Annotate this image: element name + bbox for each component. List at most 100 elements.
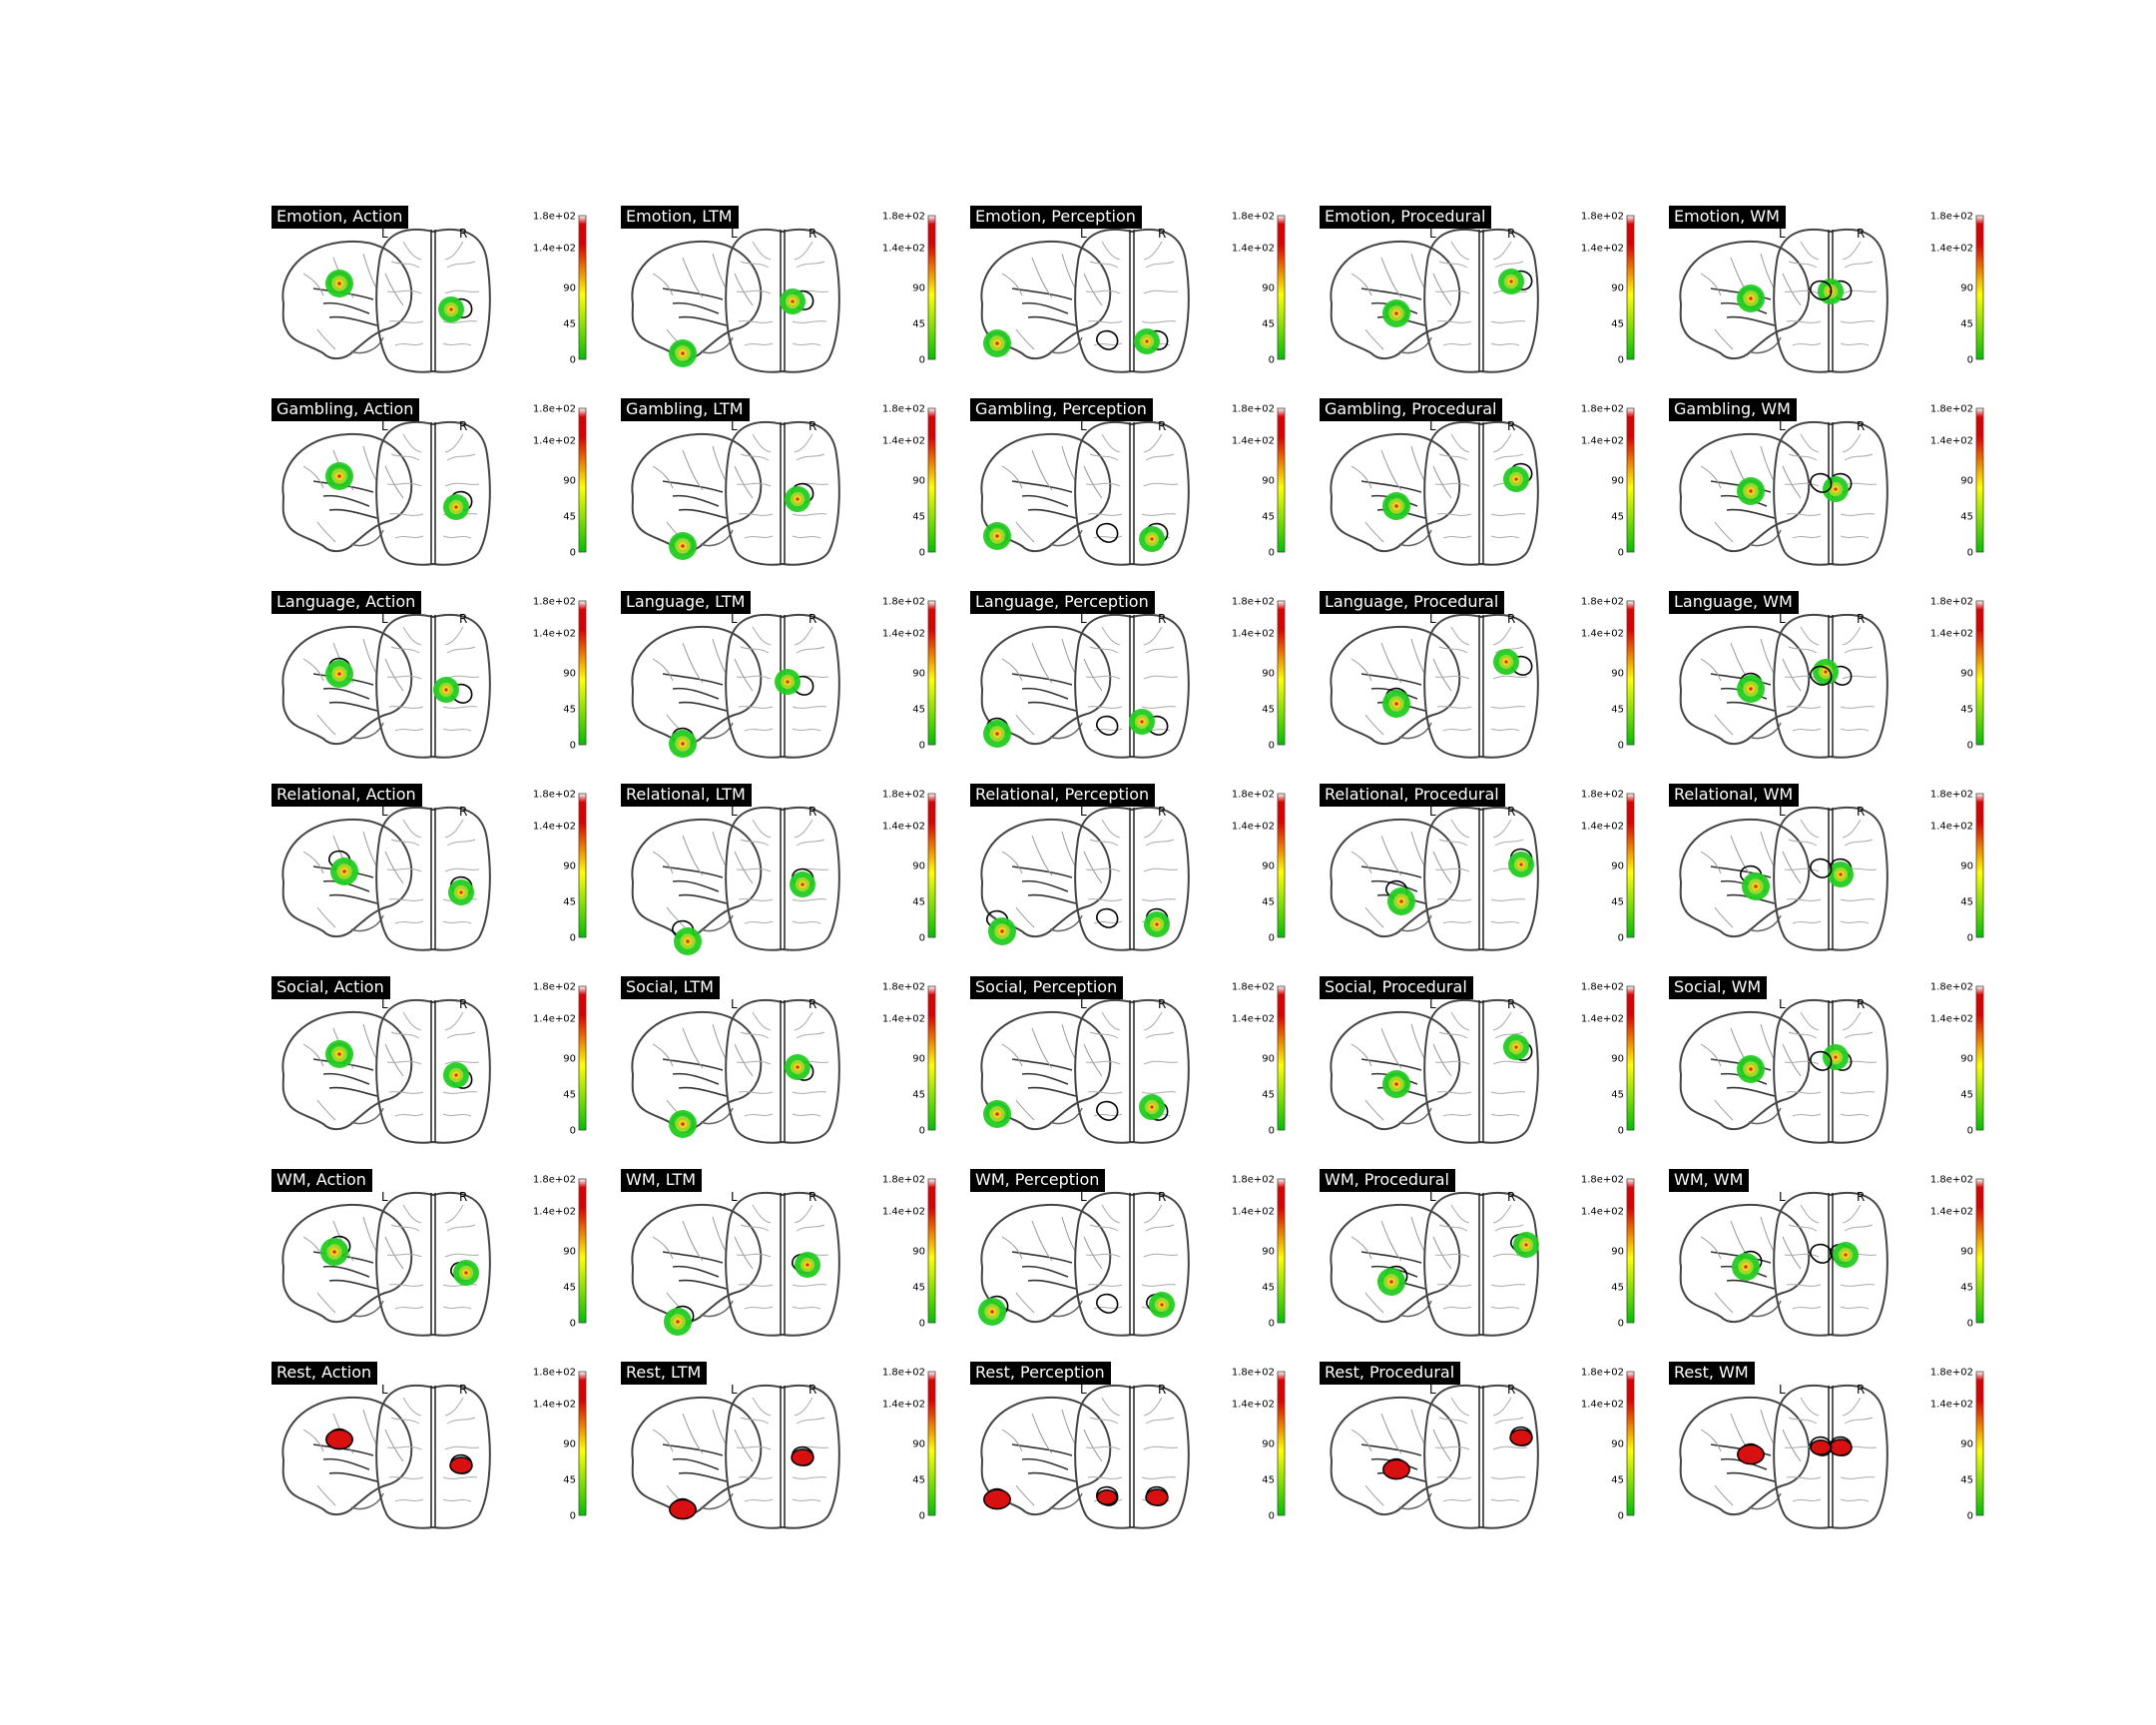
colorbar-tick-label: 1.8e+02 xyxy=(1930,1368,1973,1379)
colorbar-tick-label: 0 xyxy=(570,548,576,559)
colorbar-tick-label: 0 xyxy=(570,1511,576,1522)
colorbar xyxy=(927,1371,936,1516)
colorbar-tick-label: 0 xyxy=(570,1319,576,1330)
colorbar-tick-label: 1.8e+02 xyxy=(882,404,925,415)
colorbar-tick-label: 1.8e+02 xyxy=(1232,982,1275,993)
axial-view xyxy=(375,228,491,373)
panel-title: Rest, WM xyxy=(1669,1362,1755,1385)
sagittal-view xyxy=(281,1396,413,1515)
colorbar-tick-label: 0 xyxy=(919,1319,925,1330)
glass-brain-plot: L R 1.8e+02 1.4e+02 90 45 0 xyxy=(631,1175,936,1337)
colorbar-tick-label: 45 xyxy=(912,1283,925,1294)
brain-panel: L R 1.8e+02 1.4e+02 90 45 0 Social, LTM xyxy=(621,976,950,1144)
colorbar-tick-label: 0 xyxy=(1967,1511,1973,1522)
orientation-left-label: L xyxy=(381,419,388,433)
orientation-right-label: R xyxy=(1857,612,1865,626)
colorbar-tick-label: 1.4e+02 xyxy=(533,1400,576,1411)
orientation-left-label: L xyxy=(1429,227,1436,241)
colorbar-tick-label: 1.4e+02 xyxy=(1232,629,1275,640)
colorbar-tick-label: 45 xyxy=(912,319,925,330)
colorbar-tick-label: 45 xyxy=(912,1475,925,1486)
axial-view xyxy=(1423,1191,1539,1337)
colorbar-tick-label: 90 xyxy=(1611,476,1624,487)
colorbar-tick-label: 1.8e+02 xyxy=(882,597,925,608)
colorbar-tick-label: 0 xyxy=(1967,741,1973,752)
orientation-right-label: R xyxy=(1507,227,1515,241)
colorbar-tick-label: 0 xyxy=(1967,548,1973,559)
brain-panel: L R 1.8e+02 1.4e+02 90 45 0 Social, Perception xyxy=(970,976,1300,1144)
orientation-right-label: R xyxy=(808,805,816,819)
brain-panel: L R 1.8e+02 1.4e+02 90 45 0 Rest, Perception xyxy=(970,1362,1300,1529)
colorbar-tick-label: 1.8e+02 xyxy=(1232,597,1275,608)
colorbar-tick-label: 45 xyxy=(1262,512,1275,523)
panel-title: WM, LTM xyxy=(621,1169,703,1192)
axial-view xyxy=(725,1191,840,1337)
panel-title: Gambling, Perception xyxy=(970,398,1153,421)
colorbar-tick-label: 45 xyxy=(563,1283,576,1294)
colorbar-tick-label: 1.8e+02 xyxy=(1930,597,1973,608)
colorbar-tick-label: 0 xyxy=(1269,355,1275,366)
glass-brain-plot: L R 1.8e+02 1.4e+02 90 45 0 xyxy=(631,982,936,1144)
colorbar-tick-label: 90 xyxy=(1960,284,1973,294)
colorbar-tick-label: 1.8e+02 xyxy=(1232,1175,1275,1186)
colorbar-tick-label: 0 xyxy=(1269,933,1275,944)
orientation-left-label: L xyxy=(1779,1190,1786,1204)
colorbar-tick-label: 90 xyxy=(1262,1439,1275,1450)
glass-brain-plot: L R 1.8e+02 1.4e+02 90 45 0 xyxy=(281,597,587,759)
colorbar xyxy=(578,215,587,360)
axial-view xyxy=(375,998,491,1144)
panel-title: Emotion, LTM xyxy=(621,206,739,229)
colorbar-tick-label: 90 xyxy=(1960,669,1973,680)
orientation-left-label: L xyxy=(1779,805,1786,819)
brain-panel: L R 1.8e+02 1.4e+02 90 45 0 Emotion, LTM xyxy=(621,206,950,373)
orientation-right-label: R xyxy=(1158,227,1166,241)
glass-brain-plot: L R 1.8e+02 1.4e+02 90 45 0 xyxy=(631,597,936,759)
panel-title: Relational, Procedural xyxy=(1320,784,1505,807)
panel-title: Relational, LTM xyxy=(621,784,752,807)
glass-brain-plot: L R 1.8e+02 1.4e+02 90 45 0 xyxy=(281,1368,587,1529)
panel-title: Language, Action xyxy=(271,591,422,614)
colorbar-tick-label: 0 xyxy=(919,1511,925,1522)
orientation-right-label: R xyxy=(1857,419,1865,433)
colorbar xyxy=(1975,215,1984,360)
colorbar-tick-label: 1.4e+02 xyxy=(882,1400,925,1411)
axial-view xyxy=(725,420,840,566)
colorbar-tick-label: 90 xyxy=(563,284,576,294)
orientation-left-label: L xyxy=(381,805,388,819)
panel-title: Social, LTM xyxy=(621,976,720,999)
colorbar xyxy=(1626,407,1635,553)
colorbar xyxy=(927,793,936,938)
colorbar-tick-label: 1.8e+02 xyxy=(882,1368,925,1379)
colorbar-tick-label: 1.4e+02 xyxy=(533,629,576,640)
orientation-left-label: L xyxy=(1080,612,1087,626)
orientation-right-label: R xyxy=(1158,997,1166,1011)
colorbar xyxy=(1975,407,1984,553)
colorbar xyxy=(1277,600,1286,746)
orientation-right-label: R xyxy=(808,997,816,1011)
orientation-right-label: R xyxy=(1857,227,1865,241)
colorbar-tick-label: 1.4e+02 xyxy=(533,436,576,447)
panel-title: Language, WM xyxy=(1669,591,1799,614)
colorbar-tick-label: 0 xyxy=(919,741,925,752)
colorbar-tick-label: 45 xyxy=(1262,1283,1275,1294)
orientation-right-label: R xyxy=(1507,997,1515,1011)
brain-panel: L R 1.8e+02 1.4e+02 90 45 0 Emotion, Perception xyxy=(970,206,1300,373)
orientation-right-label: R xyxy=(1158,1383,1166,1397)
glass-brain-plot: L R 1.8e+02 1.4e+02 90 45 0 xyxy=(1330,597,1635,759)
colorbar-tick-label: 1.8e+02 xyxy=(533,597,576,608)
colorbar xyxy=(1975,600,1984,746)
sagittal-view xyxy=(1679,1203,1811,1323)
panel-title: Relational, Perception xyxy=(970,784,1156,807)
colorbar-tick-label: 45 xyxy=(912,705,925,716)
colorbar-tick-label: 1.8e+02 xyxy=(1581,404,1624,415)
colorbar-tick-label: 45 xyxy=(1960,1090,1973,1101)
colorbar-tick-label: 45 xyxy=(1960,705,1973,716)
colorbar-tick-label: 45 xyxy=(563,897,576,908)
colorbar-tick-label: 45 xyxy=(1262,1475,1275,1486)
colorbar xyxy=(927,407,936,553)
glass-brain-plot: L R 1.8e+02 1.4e+02 90 45 0 xyxy=(1679,982,1984,1144)
orientation-left-label: L xyxy=(731,419,738,433)
orientation-right-label: R xyxy=(1507,805,1515,819)
panel-title: Relational, WM xyxy=(1669,784,1800,807)
